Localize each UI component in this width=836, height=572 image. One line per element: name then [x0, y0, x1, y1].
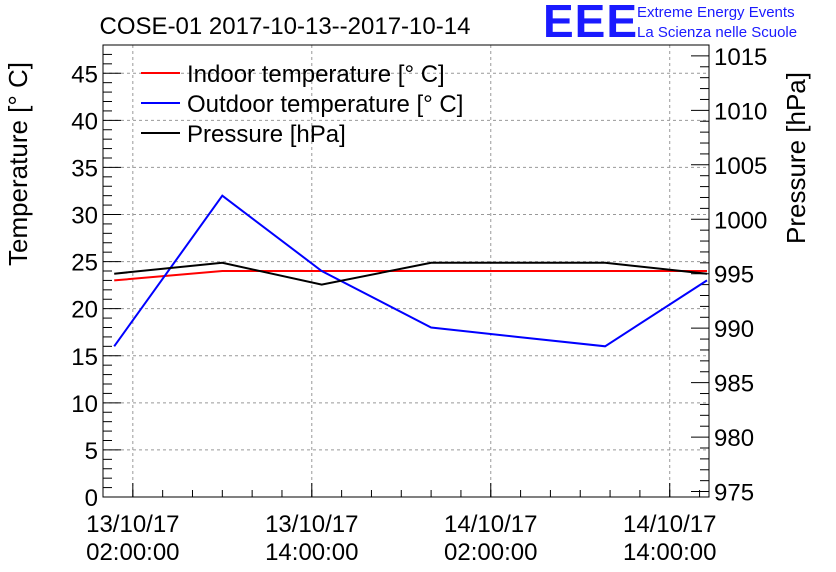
- y2-axis-label: Pressure [hPa]: [781, 72, 811, 244]
- x-tick-label: 13/10/17: [86, 511, 179, 538]
- y-tick-label: 20: [71, 297, 98, 324]
- y2-tick-label: 1010: [714, 98, 767, 125]
- logo-line-1: Extreme Energy Events: [637, 4, 795, 21]
- x-tick-label: 13/10/17: [265, 511, 358, 538]
- y2-tick-label: 980: [714, 425, 754, 452]
- x-tick-label: 02:00:00: [444, 539, 537, 566]
- y-tick-label: 25: [71, 250, 98, 277]
- x-tick-label: 14:00:00: [623, 539, 716, 566]
- legend-label: Indoor temperature [° C]: [187, 61, 445, 88]
- y2-tick-label: 1015: [714, 44, 767, 71]
- y2-tick-label: 995: [714, 262, 754, 289]
- legend-label: Outdoor temperature [° C]: [187, 91, 463, 118]
- y-axis-right: 975 980 985 990 995 1000 1005 1010 1015: [691, 44, 767, 507]
- y2-tick-label: 975: [714, 480, 754, 507]
- y2-tick-label: 1005: [714, 153, 767, 180]
- y2-tick-label: 1000: [714, 207, 767, 234]
- y2-tick-label: 990: [714, 316, 754, 343]
- x-tick-label: 02:00:00: [86, 539, 179, 566]
- legend: Indoor temperature [° C] Outdoor temperat…: [141, 61, 463, 148]
- eee-logo: EEE: [543, 0, 639, 47]
- logo-line-2: La Scienza nelle Scuole: [637, 24, 798, 41]
- y-tick-label: 15: [71, 344, 98, 371]
- x-tick-label: 14/10/17: [444, 511, 537, 538]
- y-tick-label: 45: [71, 61, 98, 88]
- x-tick-label: 14:00:00: [265, 539, 358, 566]
- y-tick-label: 40: [71, 108, 98, 135]
- y-tick-label: 5: [85, 438, 98, 465]
- y-axis-left: 0 5 10 15 20 25 30 35 40 45: [71, 44, 121, 512]
- series-line-2: [113, 194, 708, 348]
- x-tick-label: 14/10/17: [623, 511, 716, 538]
- series-line-3: [114, 261, 708, 286]
- series-lines: [113, 194, 708, 348]
- y-tick-label: 10: [71, 391, 98, 418]
- y-axis-label: Temperature [° C]: [3, 62, 33, 266]
- x-axis: 13/10/1702:00:0013/10/1714:00:0014/10/17…: [86, 483, 716, 566]
- series-line-1: [114, 270, 707, 282]
- y-tick-label: 35: [71, 155, 98, 182]
- legend-label: Pressure [hPa]: [187, 121, 346, 148]
- chart-title: COSE-01 2017-10-13--2017-10-14: [100, 13, 471, 40]
- grid: [103, 45, 709, 497]
- y2-tick-label: 985: [714, 371, 754, 398]
- y-tick-label: 30: [71, 203, 98, 230]
- y-tick-label: 0: [85, 485, 98, 512]
